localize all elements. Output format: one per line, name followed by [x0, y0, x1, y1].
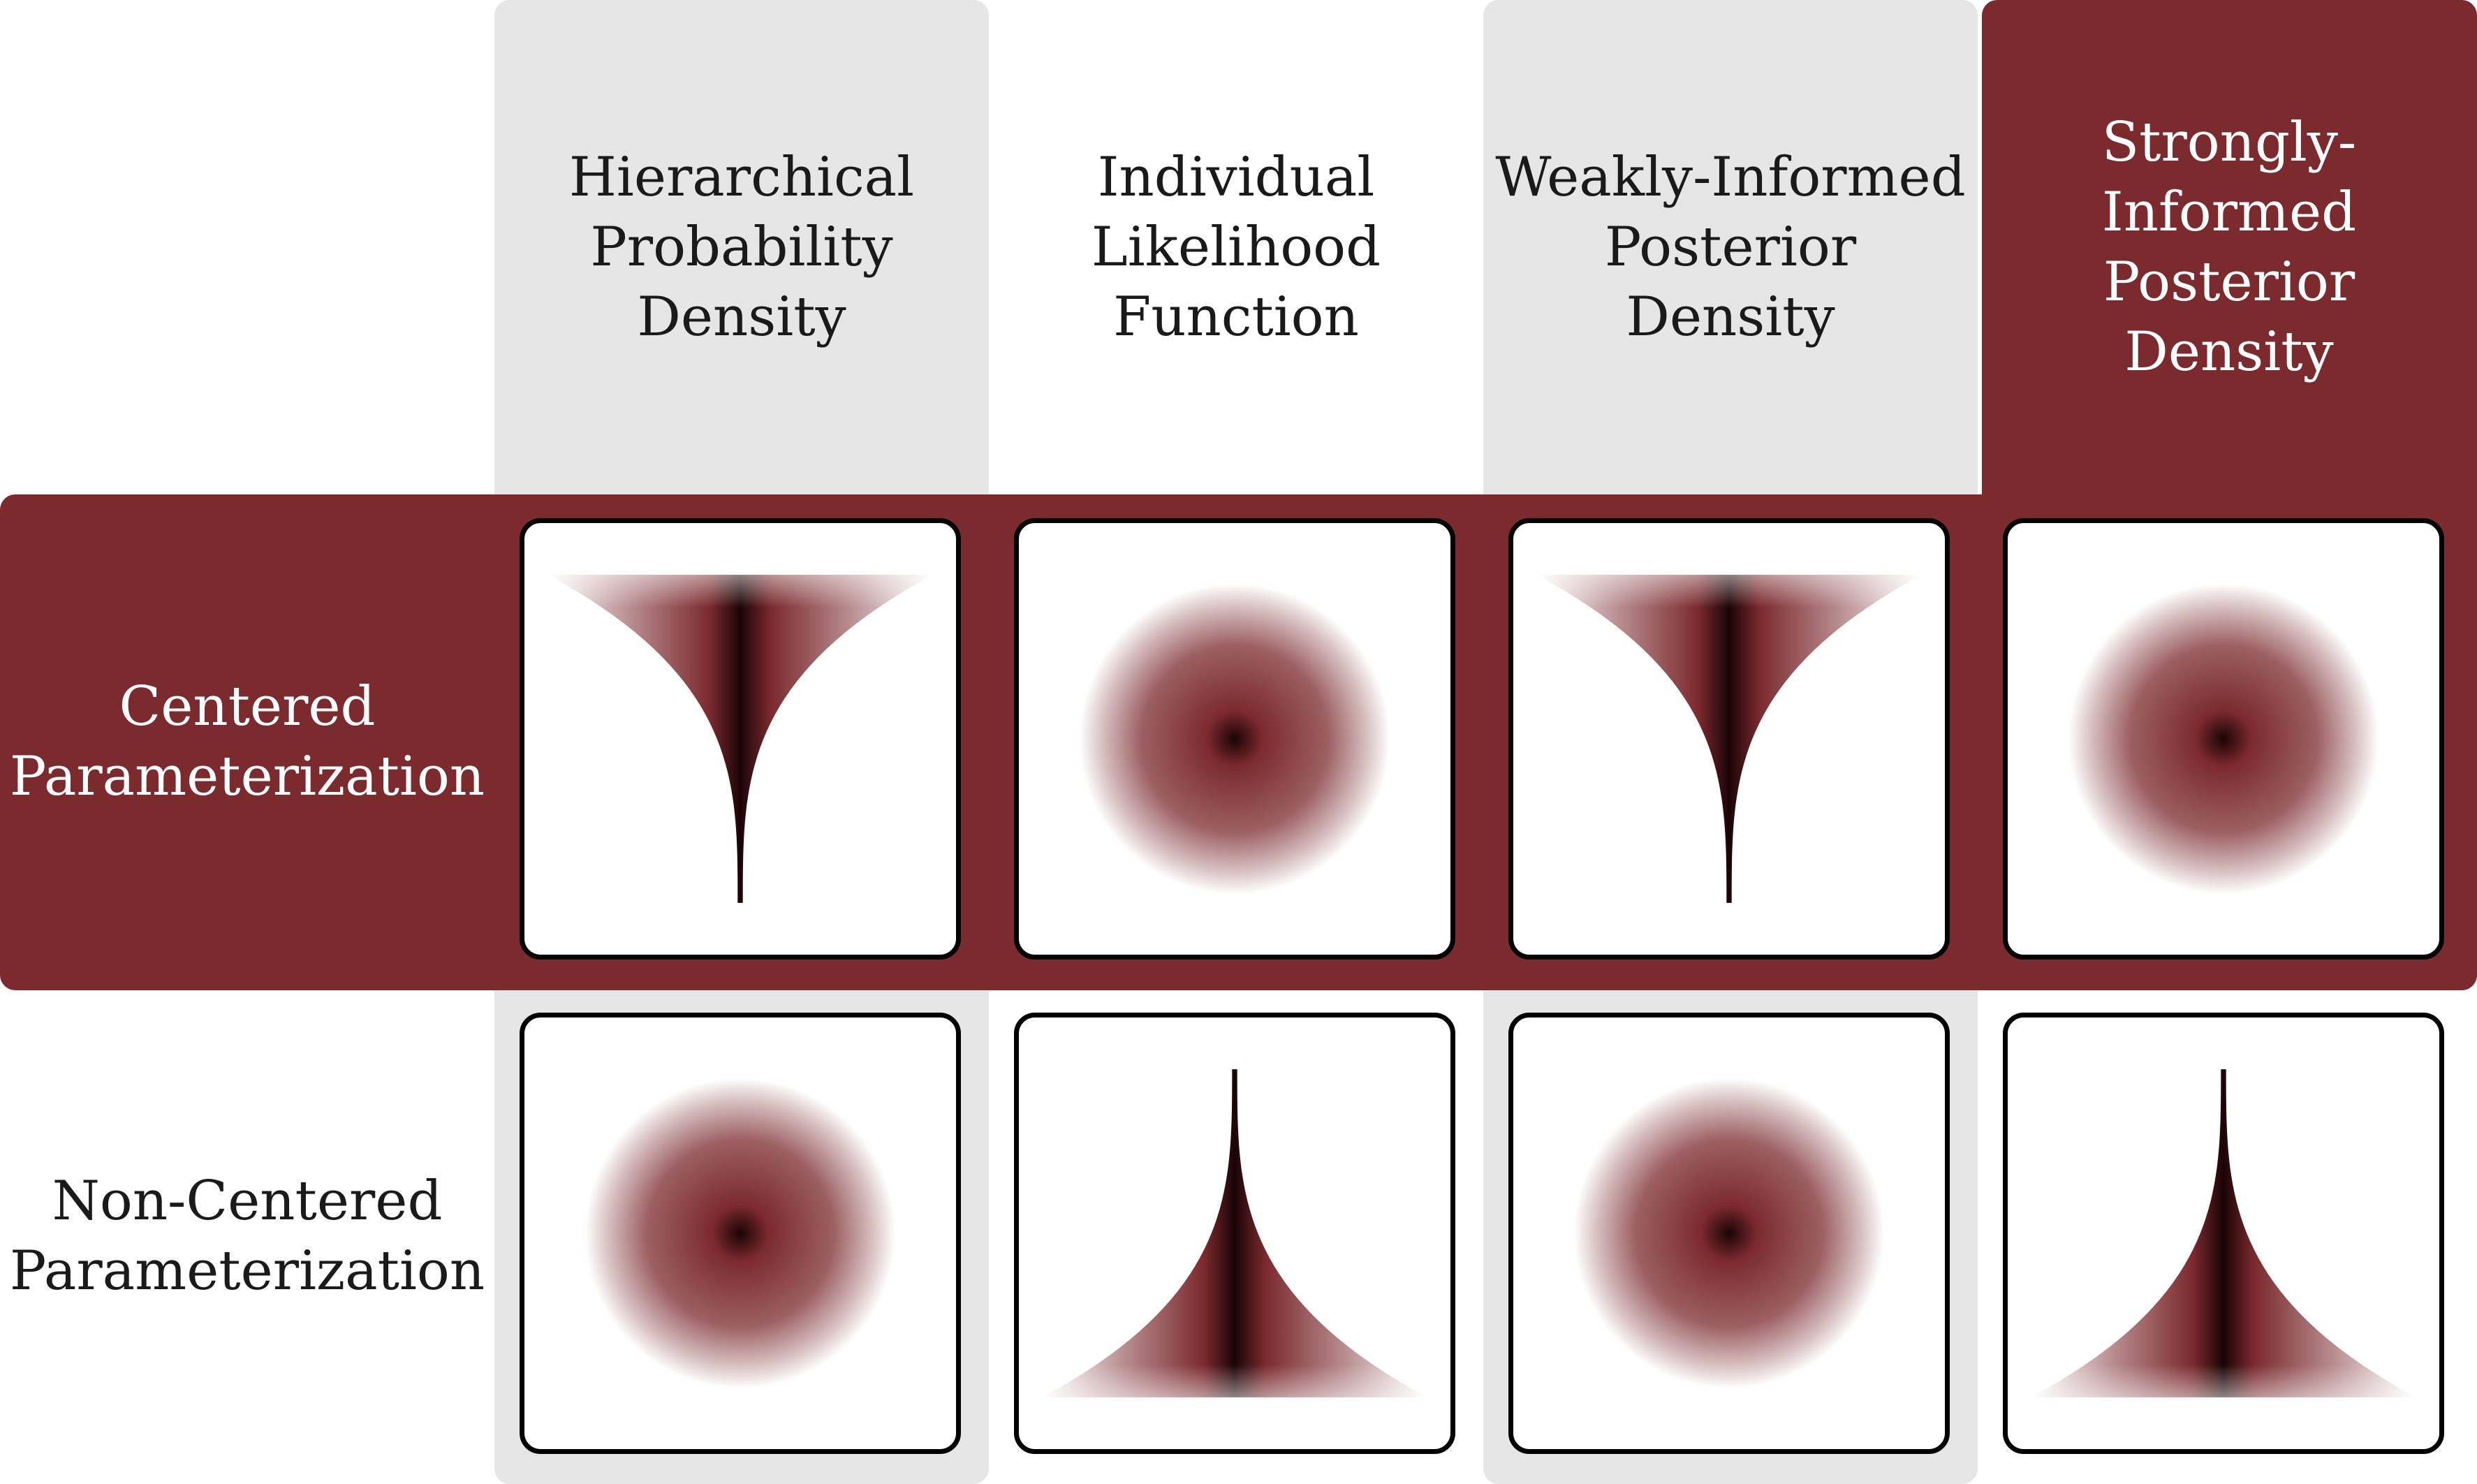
gaussian-blob	[1573, 1078, 1885, 1389]
funnel-down-density-glyph	[547, 575, 933, 903]
gaussian-density-glyph	[1079, 583, 1390, 895]
gaussian-density-glyph	[2068, 583, 2379, 895]
panel-noncentered-weak-posterior	[1508, 1013, 1950, 1454]
column-header-hierarchical: Hierarchical Probability Density	[568, 146, 915, 348]
funnel-fade	[1042, 1069, 1427, 1397]
column-header-individual-likelihood: Individual Likelihood Function	[1091, 146, 1381, 348]
panel-centered-weak-posterior	[1508, 518, 1950, 960]
column-header-weakly-informed: Weakly-Informed Posterior Density	[1495, 146, 1966, 348]
gaussian-density-glyph	[585, 1078, 896, 1389]
panel-centered-hierarchical	[520, 518, 961, 960]
panel-centered-strong-posterior	[2003, 518, 2444, 960]
gaussian-blob	[585, 1078, 896, 1389]
gaussian-blob	[2068, 583, 2379, 895]
funnel-up-density-glyph	[1042, 1069, 1427, 1397]
panel-noncentered-strong-posterior	[2003, 1013, 2444, 1454]
column-header-strongly-informed: Strongly-Informed Posterior Density	[2101, 111, 2357, 383]
funnel-fade	[2031, 1069, 2416, 1397]
gaussian-blob	[1079, 583, 1390, 895]
funnel-up-density-glyph	[2031, 1069, 2416, 1397]
funnel-fade	[547, 575, 933, 903]
row-label-centered: Centered Parameterization	[9, 675, 485, 808]
funnel-down-density-glyph	[1536, 575, 1922, 903]
panel-noncentered-likelihood	[1014, 1013, 1455, 1454]
gaussian-density-glyph	[1573, 1078, 1885, 1389]
panel-centered-likelihood	[1014, 518, 1455, 960]
panel-noncentered-hierarchical	[520, 1013, 961, 1454]
funnel-fade	[1536, 575, 1922, 903]
row-label-non-centered: Non-Centered Parameterization	[9, 1170, 485, 1302]
